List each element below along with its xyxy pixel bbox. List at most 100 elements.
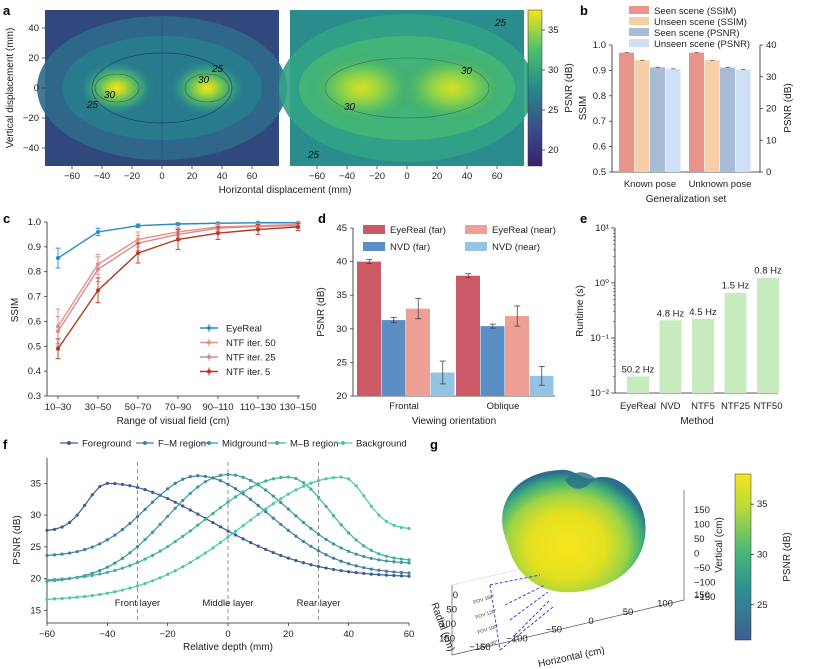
- x-tick-label: 20: [187, 171, 198, 182]
- data-point: [309, 487, 313, 491]
- panel-c: 1.0 0.9 0.8 0.7 0.6 0.5 0.4 0.3 10–30 30–50 50–70…: [10, 217, 316, 427]
- x-tick-label: 130–150: [280, 402, 317, 413]
- data-point: [196, 485, 200, 489]
- data-point: [83, 548, 87, 552]
- data-point: [399, 574, 404, 578]
- layer-label: Rear layer: [297, 598, 341, 609]
- y-tick-label: 0.5: [593, 167, 606, 178]
- bar: [529, 375, 554, 396]
- data-point: [316, 495, 321, 499]
- category-label: NTF25: [721, 401, 750, 412]
- y-tick-label: −40: [23, 143, 39, 154]
- data-point: [339, 559, 343, 563]
- category-label: Known pose: [624, 179, 676, 190]
- data-point: [384, 559, 388, 563]
- data-point: [233, 533, 238, 537]
- data-point: [75, 595, 79, 599]
- data-point: [98, 568, 102, 573]
- y-tick-label: 25: [336, 357, 347, 368]
- data-point: [196, 474, 200, 478]
- panel-label-f: f: [3, 437, 8, 452]
- bar: [505, 316, 529, 396]
- legend-label: NTF iter. 50: [226, 338, 276, 349]
- legend-label: Unseen scene (SSIM): [654, 17, 747, 28]
- data-point: [324, 566, 328, 570]
- data-point: [211, 546, 215, 550]
- data-point: [143, 557, 147, 561]
- data-point: [399, 557, 404, 561]
- data-point: [233, 529, 238, 534]
- y-ticks: 40 20 0 −20 −40: [23, 23, 45, 154]
- data-point: [377, 558, 381, 562]
- data-point: [52, 527, 57, 531]
- data-point: [113, 568, 117, 573]
- x-tick-label: 60: [247, 171, 258, 182]
- data-point: [216, 231, 220, 236]
- colorbar-tick-label: 35: [548, 25, 559, 36]
- data-point: [331, 475, 336, 480]
- data-point: [271, 516, 275, 520]
- data-point: [249, 518, 253, 522]
- x-tick-label: 0: [159, 171, 164, 182]
- data-point: [113, 561, 117, 565]
- x-tick-label: −60: [39, 629, 55, 640]
- x-axis-label: Viewing orientation: [412, 416, 496, 427]
- data-point: [347, 531, 351, 535]
- data-point: [233, 495, 238, 499]
- data-point: [392, 523, 396, 527]
- bar: [757, 277, 779, 393]
- data-point: [176, 221, 180, 226]
- data-point: [392, 560, 396, 564]
- colorbar-tick-label: 25: [757, 600, 768, 611]
- y-tick-label: 0.4: [28, 366, 41, 377]
- data-point: [211, 511, 215, 516]
- data-point: [218, 479, 223, 483]
- data-point: [98, 542, 102, 546]
- data-point: [384, 573, 388, 577]
- contour-label: 25: [211, 64, 224, 75]
- contour-label: 25: [307, 150, 320, 161]
- data-point: [256, 482, 260, 486]
- data-point: [211, 520, 215, 525]
- colorbar-tick-label: 20: [548, 145, 559, 156]
- data-point: [181, 565, 185, 569]
- legend-label: EyeReal: [226, 324, 262, 335]
- legend-swatch: [465, 225, 487, 234]
- data-point: [105, 570, 109, 575]
- x-tick-label: 30–50: [85, 402, 111, 413]
- vertical-tick-label: 150: [694, 505, 710, 516]
- data-point: [331, 514, 336, 518]
- x-tick-label: 20: [432, 171, 443, 182]
- data-point: [158, 522, 162, 526]
- data-point: [271, 502, 275, 506]
- data-point: [301, 539, 306, 544]
- data-point: [271, 494, 275, 498]
- x-tick-label: 40: [343, 629, 354, 640]
- data-point: [226, 500, 230, 504]
- x-tick-label: 20: [283, 629, 294, 640]
- data-point: [113, 482, 117, 486]
- data-point: [384, 569, 388, 573]
- vertical-tick-label: −100: [694, 578, 715, 589]
- data-point: [98, 572, 102, 576]
- legend-swatch: [629, 17, 649, 25]
- legend-marker: [207, 369, 211, 374]
- contour-label: 30: [344, 102, 356, 113]
- x-tick-label: 60: [404, 629, 415, 640]
- bar: [634, 60, 650, 172]
- data-point: [173, 506, 177, 510]
- data-point: [249, 486, 253, 490]
- legend-marker: [67, 441, 71, 445]
- data-point: [150, 530, 155, 534]
- data-point: [286, 475, 290, 479]
- category-label: NVD: [660, 401, 680, 412]
- data-point: [173, 481, 177, 485]
- data-point: [324, 553, 328, 557]
- y-tick-label: 15: [30, 605, 41, 616]
- data-point: [301, 484, 306, 488]
- data-point: [68, 576, 72, 580]
- data-point: [128, 563, 132, 568]
- data-point: [188, 491, 192, 495]
- data-point: [181, 498, 185, 503]
- legend-label: NTF iter. 25: [226, 353, 276, 364]
